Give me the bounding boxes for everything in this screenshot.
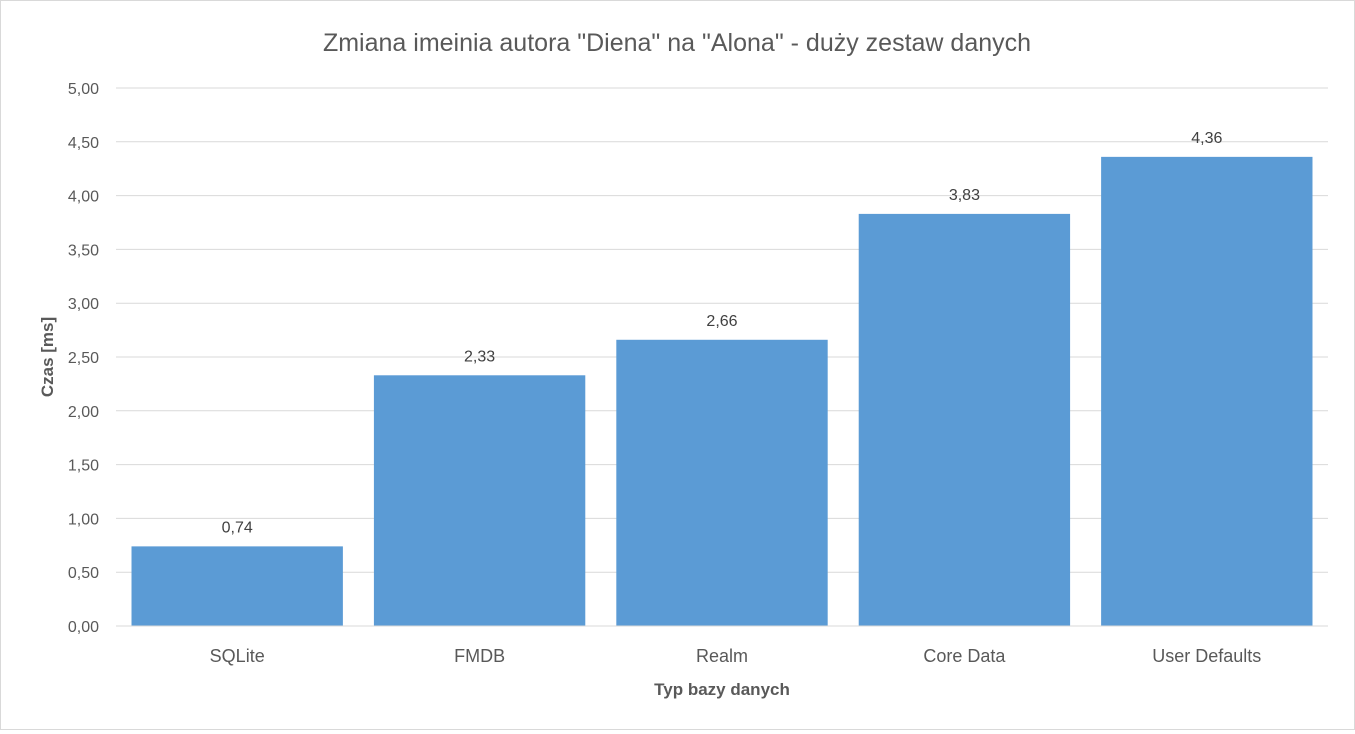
bar-value-label: 2,66 (706, 313, 737, 330)
y-tick-label: 2,50 (68, 350, 99, 367)
x-axis-ticks: SQLite FMDB Realm Core Data User Defaults (210, 646, 1262, 666)
x-tick-label: SQLite (210, 646, 265, 666)
y-axis-label: Czas [ms] (38, 317, 57, 397)
bar-value-label: 2,33 (464, 348, 495, 365)
x-tick-label: FMDB (454, 646, 505, 666)
y-tick-label: 1,00 (68, 511, 99, 528)
x-tick-label: User Defaults (1152, 646, 1261, 666)
y-tick-label: 3,00 (68, 296, 99, 313)
y-tick-label: 5,00 (68, 81, 99, 98)
y-tick-label: 0,50 (68, 565, 99, 582)
bar-user-defaults (1101, 156, 1313, 626)
y-tick-label: 4,00 (68, 189, 99, 206)
bar-value-label: 0,74 (222, 519, 253, 536)
bars (131, 156, 1313, 626)
y-tick-label: 4,50 (68, 135, 99, 152)
x-tick-label: Core Data (923, 646, 1006, 666)
y-tick-label: 1,50 (68, 458, 99, 475)
bar-value-label: 3,83 (949, 187, 980, 204)
y-tick-label: 0,00 (68, 619, 99, 636)
y-tick-label: 2,00 (68, 404, 99, 421)
bar-realm (616, 339, 828, 626)
bar-value-label: 4,36 (1191, 130, 1222, 147)
bar-fmdb (373, 375, 586, 626)
data-labels: 0,74 2,33 2,66 3,83 4,36 (222, 130, 1223, 537)
chart-title: Zmiana imeinia autora "Diena" na "Alona"… (323, 29, 1031, 57)
x-axis-label: Typ bazy danych (654, 680, 790, 699)
y-tick-label: 3,50 (68, 242, 99, 259)
x-tick-label: Realm (696, 646, 748, 666)
y-axis-ticks: 0,00 0,50 1,00 1,50 2,00 2,50 3,00 3,50 4,00 4,50… (68, 81, 99, 636)
bar-sqlite (131, 546, 343, 626)
bar-core-data (858, 213, 1071, 626)
